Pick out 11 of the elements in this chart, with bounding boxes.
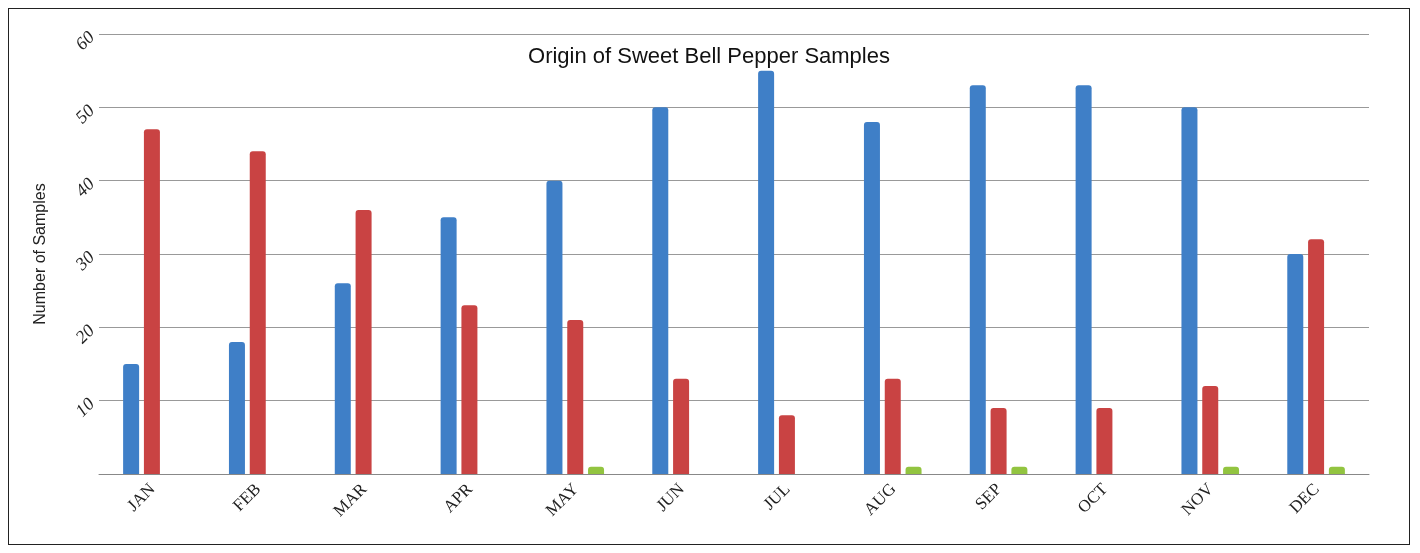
y-tick-label: 20 <box>71 320 99 348</box>
y-tick-label: 40 <box>71 173 99 201</box>
y-tick-label: 10 <box>71 393 99 421</box>
chart-title: Origin of Sweet Bell Pepper Samples <box>528 42 890 68</box>
x-tick-label: FEB <box>229 479 265 515</box>
y-tick-label: 60 <box>71 26 99 54</box>
y-tick-label: 30 <box>70 246 99 275</box>
x-tick-label: JUL <box>759 479 794 514</box>
y-tick-label: 50 <box>71 100 99 128</box>
x-tick-label: SEP <box>971 479 1006 514</box>
y-axis-title: Number of Samples <box>30 183 48 325</box>
